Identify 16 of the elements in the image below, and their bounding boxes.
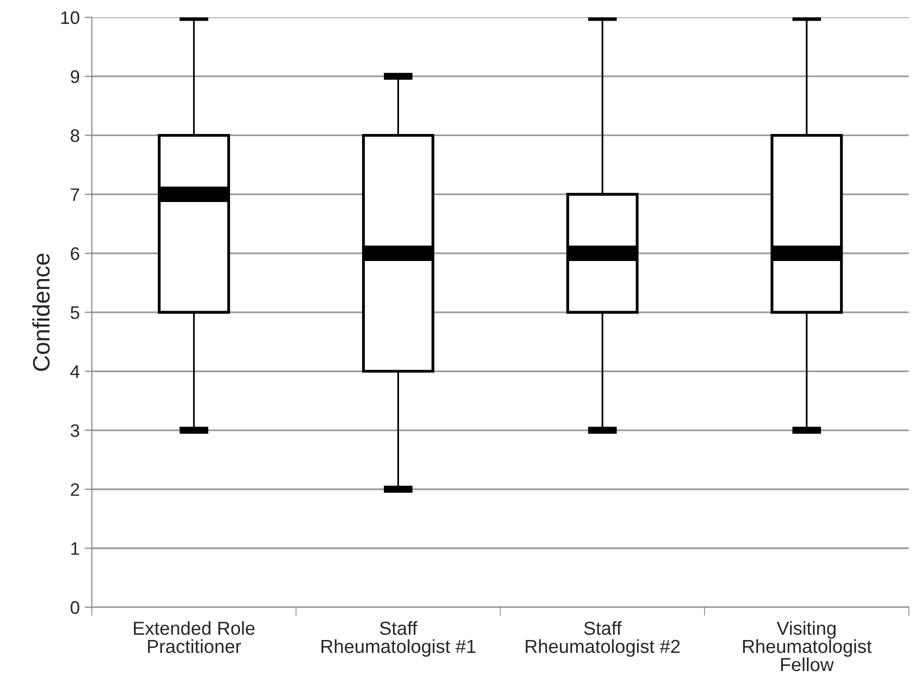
y-tick-label: 7 [70, 188, 80, 201]
y-tick-label: 2 [70, 483, 80, 496]
y-axis-title: Confidence [32, 254, 50, 371]
y-tick-label: 10 [61, 11, 80, 24]
x-tick-label: Extended Role Practitioner [134, 621, 255, 654]
x-tick-label: Staff Rheumatologist #1 [322, 621, 476, 657]
x-tick-label: Visiting Rheumatologist Fellow [743, 621, 872, 672]
y-tick-label: 0 [70, 601, 80, 614]
y-tick-label: 8 [70, 129, 80, 142]
y-tick-label: 1 [71, 542, 80, 555]
y-tick-label: 3 [70, 424, 80, 437]
y-tick-label: 4 [70, 365, 80, 378]
y-tick-label: 6 [70, 247, 80, 260]
y-tick-label: 5 [70, 306, 80, 320]
y-tick-label: 9 [70, 70, 80, 84]
x-tick-label: Staff Rheumatologist #2 [526, 621, 680, 657]
